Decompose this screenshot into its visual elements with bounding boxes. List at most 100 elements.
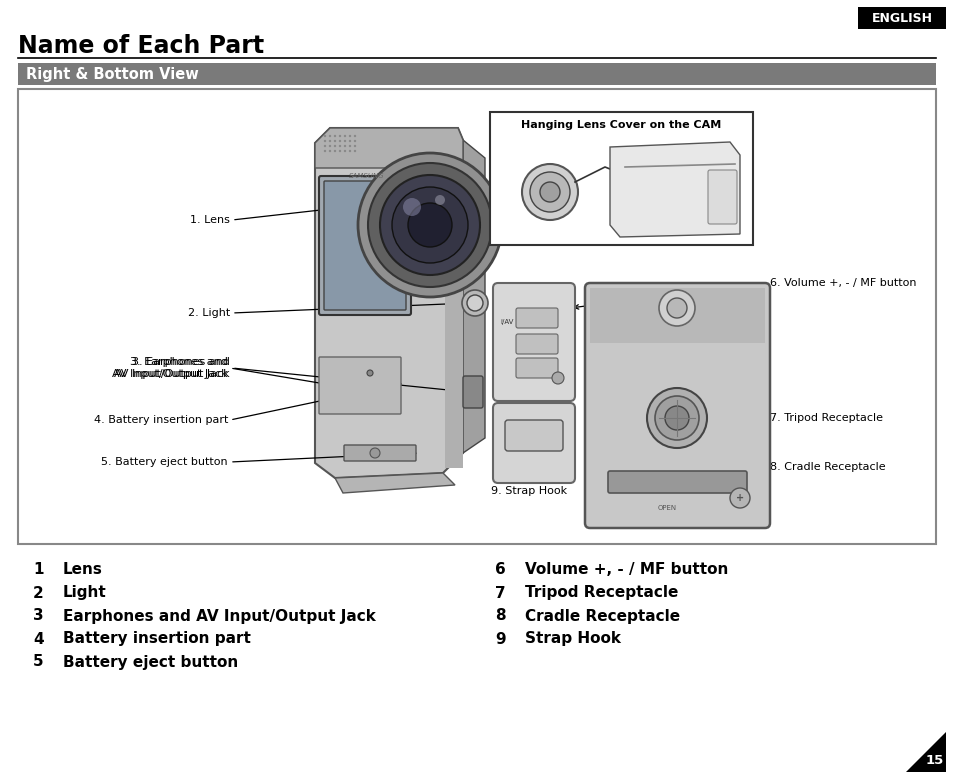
Circle shape xyxy=(379,175,479,275)
Circle shape xyxy=(334,139,335,143)
Circle shape xyxy=(461,290,488,316)
Circle shape xyxy=(334,145,335,147)
Circle shape xyxy=(329,135,331,137)
Circle shape xyxy=(323,150,326,152)
Text: Tripod Receptacle: Tripod Receptacle xyxy=(524,586,678,601)
Text: Cradle Receptacle: Cradle Receptacle xyxy=(524,608,679,623)
Text: 3: 3 xyxy=(33,608,44,623)
Circle shape xyxy=(539,182,559,202)
Circle shape xyxy=(530,172,569,212)
Text: Lens: Lens xyxy=(63,562,103,577)
Circle shape xyxy=(646,388,706,448)
Text: OPEN: OPEN xyxy=(657,505,676,511)
FancyBboxPatch shape xyxy=(462,376,482,408)
Circle shape xyxy=(435,195,444,205)
FancyBboxPatch shape xyxy=(444,168,462,468)
Circle shape xyxy=(349,139,351,143)
Text: AV Input/Output Jack: AV Input/Output Jack xyxy=(114,369,230,379)
Text: Volume +, - / MF button: Volume +, - / MF button xyxy=(524,562,727,577)
Circle shape xyxy=(552,372,563,384)
Text: 9. Strap Hook: 9. Strap Hook xyxy=(491,486,566,496)
Circle shape xyxy=(392,187,468,263)
Text: 6: 6 xyxy=(495,562,505,577)
FancyBboxPatch shape xyxy=(516,358,558,378)
Circle shape xyxy=(349,145,351,147)
Circle shape xyxy=(402,198,420,216)
Text: +: + xyxy=(735,493,743,503)
Text: 2. Light: 2. Light xyxy=(188,308,230,318)
Circle shape xyxy=(338,150,341,152)
Circle shape xyxy=(343,139,346,143)
FancyBboxPatch shape xyxy=(516,334,558,354)
Text: 6. Volume +, - / MF button: 6. Volume +, - / MF button xyxy=(769,278,916,288)
FancyBboxPatch shape xyxy=(707,170,737,224)
FancyBboxPatch shape xyxy=(589,288,764,343)
Text: 15: 15 xyxy=(924,754,943,767)
FancyBboxPatch shape xyxy=(493,283,575,401)
Text: 9: 9 xyxy=(495,632,505,647)
Circle shape xyxy=(338,139,341,143)
FancyBboxPatch shape xyxy=(516,308,558,328)
Circle shape xyxy=(467,295,482,311)
Text: 1: 1 xyxy=(33,562,44,577)
Circle shape xyxy=(349,135,351,137)
Polygon shape xyxy=(609,142,740,237)
FancyBboxPatch shape xyxy=(324,181,406,310)
Circle shape xyxy=(343,150,346,152)
Text: 8. Cradle Receptacle: 8. Cradle Receptacle xyxy=(769,462,884,472)
Circle shape xyxy=(329,145,331,147)
Circle shape xyxy=(349,150,351,152)
Circle shape xyxy=(357,153,501,297)
Circle shape xyxy=(666,298,686,318)
Text: SAMSUNG: SAMSUNG xyxy=(349,173,384,179)
Text: AV Input/Output Jack: AV Input/Output Jack xyxy=(112,369,228,379)
Text: ENGLISH: ENGLISH xyxy=(871,12,931,24)
Circle shape xyxy=(354,150,355,152)
Polygon shape xyxy=(905,732,945,772)
Text: Battery insertion part: Battery insertion part xyxy=(63,632,251,647)
FancyBboxPatch shape xyxy=(584,283,769,528)
Text: Hanging Lens Cover on the CAM: Hanging Lens Cover on the CAM xyxy=(521,120,720,130)
Circle shape xyxy=(655,396,699,440)
Circle shape xyxy=(664,406,688,430)
Text: 8: 8 xyxy=(495,608,505,623)
Circle shape xyxy=(729,488,749,508)
Circle shape xyxy=(323,145,326,147)
Text: 3. Earphones and: 3. Earphones and xyxy=(130,357,228,367)
Circle shape xyxy=(323,135,326,137)
Text: 4: 4 xyxy=(33,632,44,647)
Circle shape xyxy=(334,135,335,137)
Circle shape xyxy=(370,448,379,458)
Text: 5: 5 xyxy=(33,654,44,669)
Circle shape xyxy=(343,135,346,137)
Polygon shape xyxy=(314,128,462,478)
Text: 7. Tripod Receptacle: 7. Tripod Receptacle xyxy=(769,413,882,423)
FancyBboxPatch shape xyxy=(504,420,562,451)
Circle shape xyxy=(354,135,355,137)
Circle shape xyxy=(521,164,578,220)
Circle shape xyxy=(354,145,355,147)
Circle shape xyxy=(329,139,331,143)
Polygon shape xyxy=(314,128,462,168)
Circle shape xyxy=(323,139,326,143)
Polygon shape xyxy=(335,473,455,493)
Circle shape xyxy=(338,135,341,137)
Circle shape xyxy=(343,145,346,147)
FancyBboxPatch shape xyxy=(493,403,575,483)
FancyBboxPatch shape xyxy=(18,63,935,85)
Text: Earphones and AV Input/Output Jack: Earphones and AV Input/Output Jack xyxy=(63,608,375,623)
Text: Right & Bottom View: Right & Bottom View xyxy=(26,66,198,82)
FancyBboxPatch shape xyxy=(857,7,945,29)
Circle shape xyxy=(334,150,335,152)
Circle shape xyxy=(408,203,452,247)
Text: 7: 7 xyxy=(495,586,505,601)
Circle shape xyxy=(338,145,341,147)
Text: 4. Battery insertion part: 4. Battery insertion part xyxy=(93,415,228,425)
Text: 2: 2 xyxy=(33,586,44,601)
FancyBboxPatch shape xyxy=(490,112,752,245)
Text: Light: Light xyxy=(63,586,107,601)
Text: 3. Earphones and: 3. Earphones and xyxy=(132,357,230,367)
Text: Strap Hook: Strap Hook xyxy=(524,632,620,647)
FancyBboxPatch shape xyxy=(607,471,746,493)
Text: Name of Each Part: Name of Each Part xyxy=(18,34,264,58)
